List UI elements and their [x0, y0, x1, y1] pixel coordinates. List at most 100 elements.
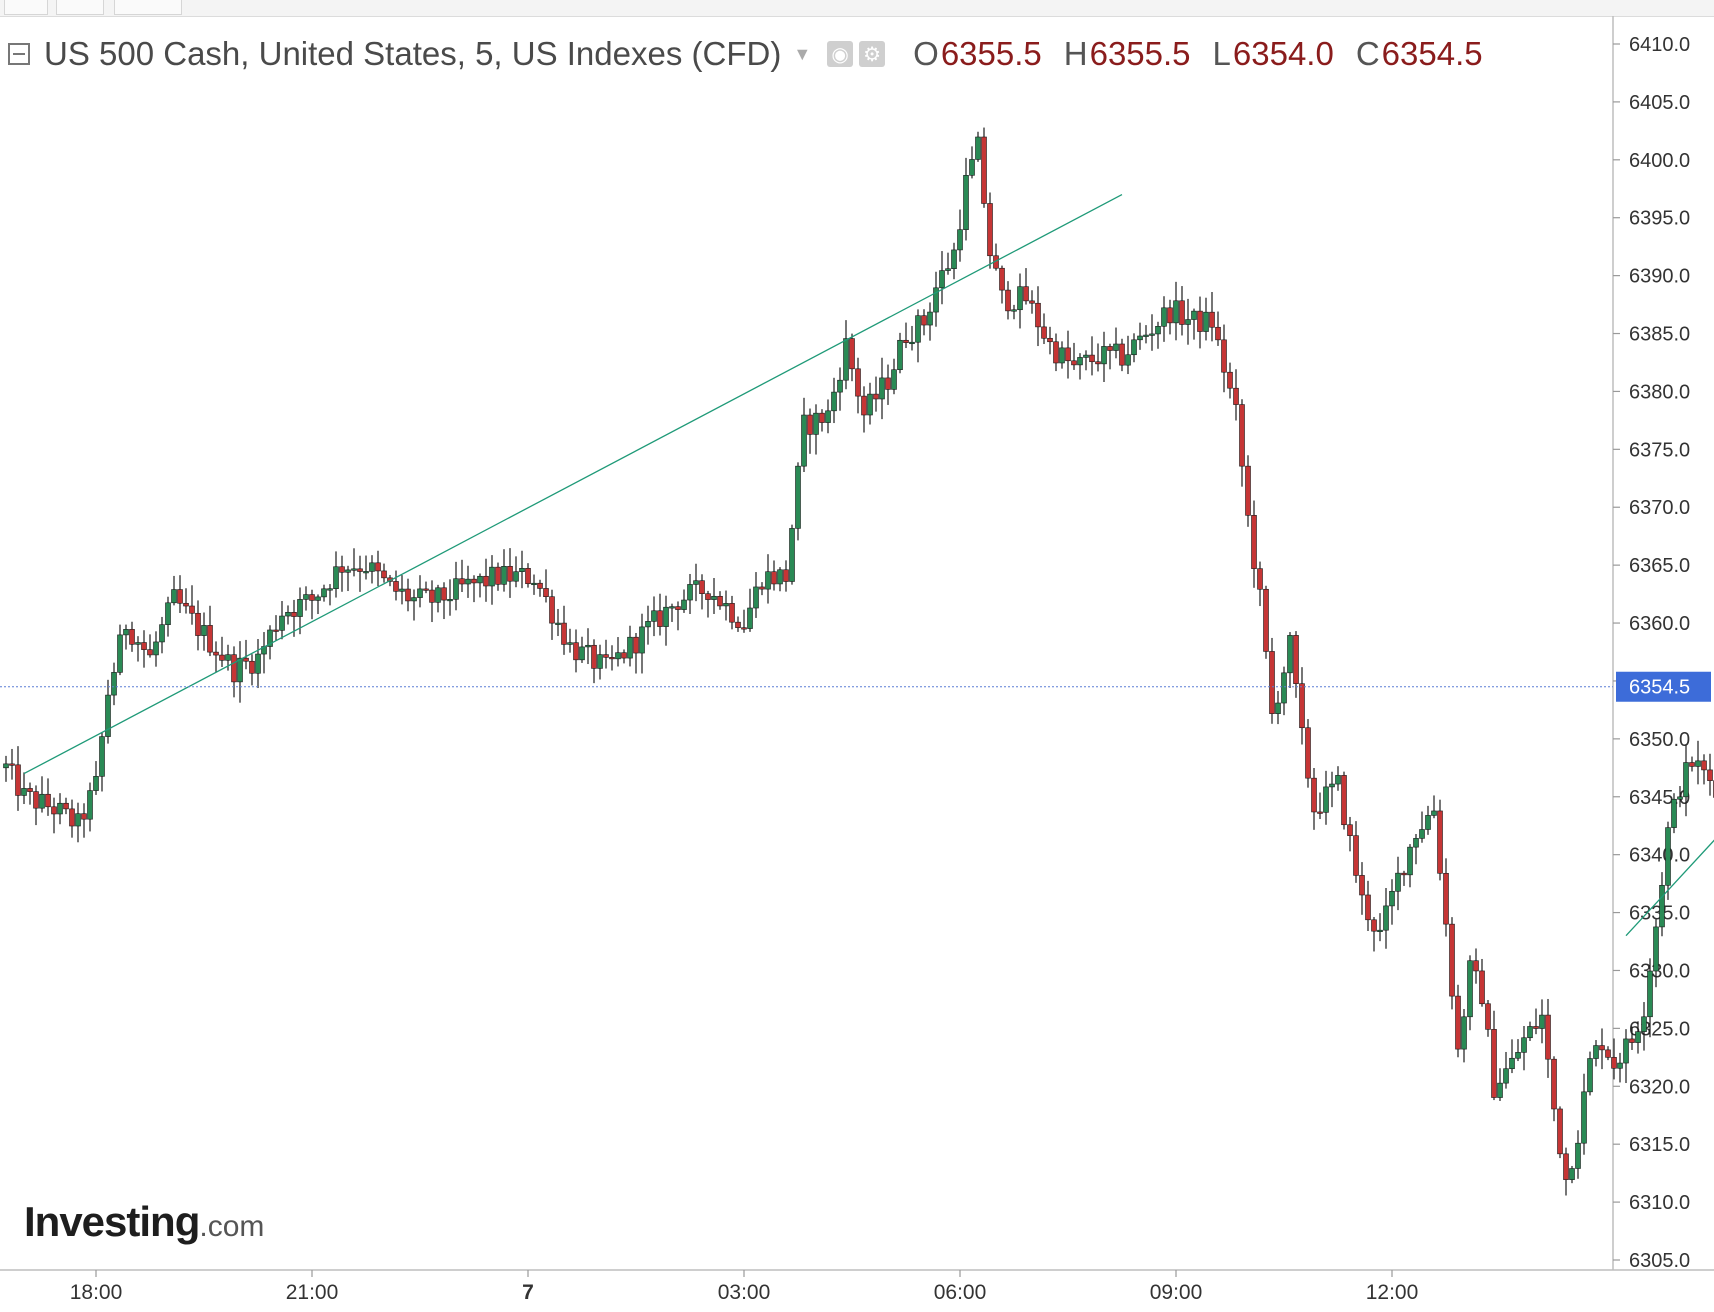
candle-body: [855, 368, 861, 397]
candle-body: [1647, 970, 1653, 1018]
candle-body: [1515, 1052, 1521, 1059]
candle-body: [177, 589, 183, 604]
candle-body: [1023, 286, 1029, 302]
candle-body: [333, 566, 339, 589]
candle-body: [459, 578, 465, 585]
candle-body: [405, 588, 411, 602]
toolbar-tab[interactable]: [114, 0, 182, 15]
candle-body: [591, 644, 597, 669]
y-tick-label: 6405.0: [1629, 92, 1690, 114]
candle-body: [1707, 769, 1713, 781]
candle-body: [1521, 1037, 1527, 1053]
candle-body: [945, 268, 951, 271]
candle-body: [411, 597, 417, 602]
candle-body: [123, 629, 129, 636]
candle-body: [51, 806, 57, 815]
high-value: 6355.5: [1089, 35, 1191, 72]
toolbar-tab[interactable]: [4, 0, 48, 15]
candle-body: [33, 791, 39, 809]
candle-body: [1677, 796, 1683, 800]
candle-body: [897, 339, 903, 371]
candle-body: [1383, 905, 1389, 931]
candle-body: [495, 566, 501, 585]
candle-body: [63, 802, 69, 810]
candle-body: [225, 654, 231, 661]
candle-body: [789, 528, 795, 582]
candle-body: [159, 624, 165, 643]
toolbar-tab[interactable]: [56, 0, 104, 15]
candle-body: [525, 568, 531, 585]
candle-body: [255, 653, 261, 674]
candle-body: [1269, 651, 1275, 714]
candle-body: [843, 338, 849, 381]
candle-body: [1455, 995, 1461, 1050]
candle-body: [285, 611, 291, 617]
candle-body: [477, 575, 483, 584]
chevron-down-icon[interactable]: ▼: [793, 43, 812, 64]
candle-body: [735, 621, 741, 628]
candle-body: [657, 610, 663, 627]
candle-body: [465, 578, 471, 585]
y-tick-label: 6305.0: [1629, 1250, 1690, 1272]
low-label: L: [1212, 35, 1231, 72]
candle-body: [705, 593, 711, 600]
candle-body: [1041, 326, 1047, 339]
candle-body: [1131, 339, 1137, 356]
candle-body: [69, 808, 75, 827]
candle-body: [513, 571, 519, 582]
x-tick-label: 12:00: [1366, 1281, 1419, 1304]
candle-body: [687, 584, 693, 601]
candle-body: [597, 654, 603, 669]
candle-body: [921, 315, 927, 326]
candle-body: [819, 412, 825, 423]
candle-body: [1209, 311, 1215, 328]
candle-body: [45, 793, 51, 808]
gear-icon[interactable]: ⚙: [859, 41, 886, 67]
candle-body: [147, 649, 153, 656]
candle-body: [87, 790, 93, 820]
logo-suffix-text: .com: [199, 1210, 265, 1243]
candle-body: [1239, 404, 1245, 467]
candle-body: [1281, 672, 1287, 704]
logo-main-text: Investing: [24, 1198, 200, 1245]
candle-body: [267, 629, 273, 647]
candle-body: [345, 569, 351, 573]
candle-body: [201, 625, 207, 636]
candle-body: [1317, 811, 1323, 814]
candle-body: [1437, 810, 1443, 874]
y-tick-label: 6385.0: [1629, 324, 1690, 346]
candle-body: [75, 813, 81, 827]
candle-body: [39, 793, 45, 809]
candle-body: [165, 602, 171, 625]
current-price-badge: [1616, 671, 1711, 702]
candle-body: [1575, 1142, 1581, 1169]
candle-body: [1419, 829, 1425, 839]
candle-body: [1143, 334, 1149, 337]
candle-body: [879, 377, 885, 400]
candle-body: [93, 776, 99, 791]
candle-body: [585, 644, 591, 648]
candle-body: [1539, 1014, 1545, 1029]
candle-body: [807, 414, 813, 435]
eye-icon[interactable]: ◉: [827, 41, 854, 67]
y-tick-label: 6410.0: [1629, 34, 1690, 56]
candle-body: [831, 391, 837, 412]
candle-body: [1491, 1029, 1497, 1098]
high-label: H: [1063, 35, 1088, 72]
candle-body: [507, 566, 513, 582]
candle-body: [1593, 1045, 1599, 1059]
candle-body: [1089, 354, 1095, 363]
candle-body: [825, 410, 831, 423]
candle-body: [1605, 1049, 1611, 1058]
y-tick-label: 6310.0: [1629, 1192, 1690, 1214]
candle-body: [1203, 311, 1209, 332]
candle-body: [1113, 343, 1119, 351]
candle-body: [1485, 1003, 1491, 1030]
candle-body: [975, 136, 981, 160]
candle-body: [747, 607, 753, 629]
candle-body: [1353, 835, 1359, 876]
collapse-icon[interactable]: [8, 43, 30, 65]
candle-body: [447, 599, 453, 602]
candle-body: [1701, 760, 1707, 771]
